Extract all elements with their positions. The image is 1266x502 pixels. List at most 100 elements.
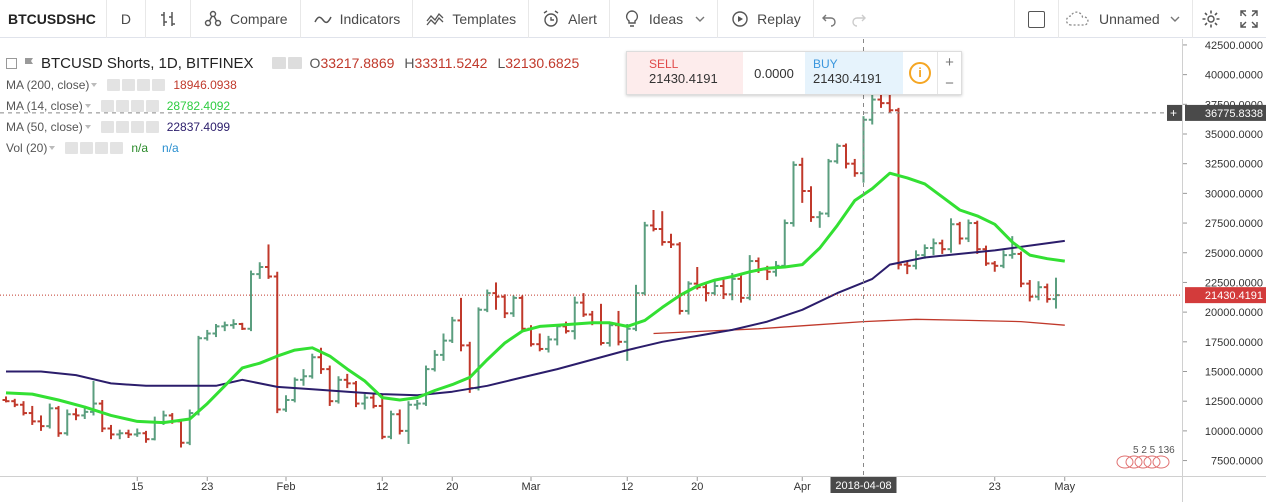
price-tick-label: 12500.0000 [1205,396,1263,408]
chevron-down-icon [695,16,705,22]
ohlc-bar [658,211,666,246]
settings-button[interactable] [1191,0,1230,38]
price-tick-label: 32500.0000 [1205,159,1263,171]
ohlc-bar [2,396,10,403]
ohlc-bar [11,398,19,408]
compare-label: Compare [230,10,288,27]
sell-button[interactable]: SELL 21430.4191 [627,52,743,94]
decrease-button[interactable]: − [945,75,954,92]
price-tick-label: 15000.0000 [1205,367,1263,379]
ohlc-bar [1052,277,1060,309]
ohlc-bar [125,429,132,438]
redo-icon [852,14,866,27]
ohlc-bar [991,261,999,272]
time-tick-label: 15 [131,481,143,493]
ohlc-bar [510,295,517,317]
ohlc-bar [37,415,45,431]
ohlc-bar [816,211,824,228]
buy-label: BUY [813,57,838,71]
ohlc-bar [370,392,377,409]
price-chart-plot[interactable]: 5 2 5 136 + [0,39,1182,476]
ohlc-bar [387,410,395,440]
increase-button[interactable]: + [945,54,954,71]
ohlc-bar [965,219,972,243]
time-axis-scale: 15 23 Feb 12 20 Mar 12 20 Apr 23 May 2018-04-08 [131,477,1076,493]
study-actions[interactable] [107,78,167,91]
ideas-button[interactable]: Ideas [610,0,719,38]
ohlc-bar [326,365,334,406]
indicators-button[interactable]: Indicators [301,0,414,38]
expand-icon [1240,10,1258,28]
ohlc-bar [273,271,281,414]
ohlc-bar [107,424,115,440]
indicators-label: Indicators [339,10,401,27]
trade-widget: SELL 21430.4191 0.0000 BUY 21430.4191 i … [626,51,962,95]
ohlc-bar [545,335,552,353]
study-actions[interactable] [100,120,161,133]
templates-label: Templates [452,10,517,27]
price-axis[interactable]: 7500.0000 10000.0000 12500.0000 15000.0000 1… [1182,39,1266,476]
price-tick-label: 20000.0000 [1205,307,1263,319]
ohlc-bar [781,219,789,269]
ohlc-bar [46,403,54,429]
broker-logo: 5 2 5 136 [1116,445,1175,469]
ohlc-bar [860,116,867,183]
time-tick-label: 23 [201,481,213,493]
crosshair-date-label: 2018-04-08 [830,477,897,493]
svg-text:36775.8338: 36775.8338 [1205,108,1263,120]
ohlc-bar [142,430,150,443]
time-axis[interactable]: 15 23 Feb 12 20 Mar 12 20 Apr 23 May 2018-04-08 [0,476,1182,502]
chart-style-button[interactable] [146,0,192,38]
legend-study-ma14[interactable]: MA (14, close) 28782.4092 [6,95,589,116]
ohlc-bar [291,377,299,403]
replay-button[interactable]: Replay [718,0,814,38]
flag-icon[interactable] [23,57,35,69]
symbol-search-button[interactable]: BTCUSDSHC [0,0,107,38]
ohlc-bar [930,238,937,256]
ohlc-bar [973,220,981,254]
study-actions[interactable] [65,141,125,154]
ohlc-bar [492,282,500,310]
ohlc-bar [798,157,806,203]
legend-main-series[interactable]: BTCUSD Shorts, 1D, BITFINEX O33217.8869 … [6,52,589,74]
legend-study-ma200[interactable]: MA (200, close) 18946.0938 [6,74,589,95]
ohlc-bar [300,369,307,386]
ohlc-bar [868,93,876,125]
ohlc-bar [378,394,386,440]
alarm-clock-icon [543,9,559,27]
info-button[interactable]: i [903,52,937,94]
ohlc-bar [63,409,71,436]
fullscreen-button[interactable] [1230,0,1266,38]
ohlc-open: O33217.8869 [309,55,395,71]
ohlc-bar [151,416,159,441]
templates-icon [426,12,444,25]
study-actions[interactable] [100,99,161,112]
last-price-label: 21430.4191 [1185,287,1266,304]
ohlc-bar [571,296,579,340]
legend-study-ma50[interactable]: MA (50, close) 22837.4099 [6,116,589,137]
symbol-label: BTCUSDSHC [8,10,96,27]
legend-study-volume[interactable]: Vol (20) n/a n/a [6,137,589,158]
ohlc-bar [440,333,447,361]
interval-button[interactable]: D [107,0,147,38]
compare-button[interactable]: Compare [191,0,301,38]
ohlc-bar [72,408,80,421]
ohlc-bar [483,289,491,313]
time-tick-label: Mar [522,481,541,493]
ohlc-bar [676,242,684,315]
layout-button[interactable]: Unnamed [1058,0,1192,38]
series-actions[interactable] [271,57,304,69]
templates-button[interactable]: Templates [413,0,530,38]
ohlc-bar [466,341,474,393]
undo-button[interactable] [814,0,844,38]
lightbulb-icon [625,9,638,27]
price-tick-label: 27500.0000 [1205,218,1263,230]
collapse-toggle[interactable] [6,57,17,69]
redo-button[interactable] [844,0,874,38]
fullscreen-toggle[interactable] [1014,0,1058,38]
alert-button[interactable]: Alert [529,0,610,38]
study-value-2: n/a [162,140,179,155]
buy-button[interactable]: BUY 21430.4191 [805,52,903,94]
ohlc-bar [256,262,264,279]
ohlc-bar [20,401,27,416]
